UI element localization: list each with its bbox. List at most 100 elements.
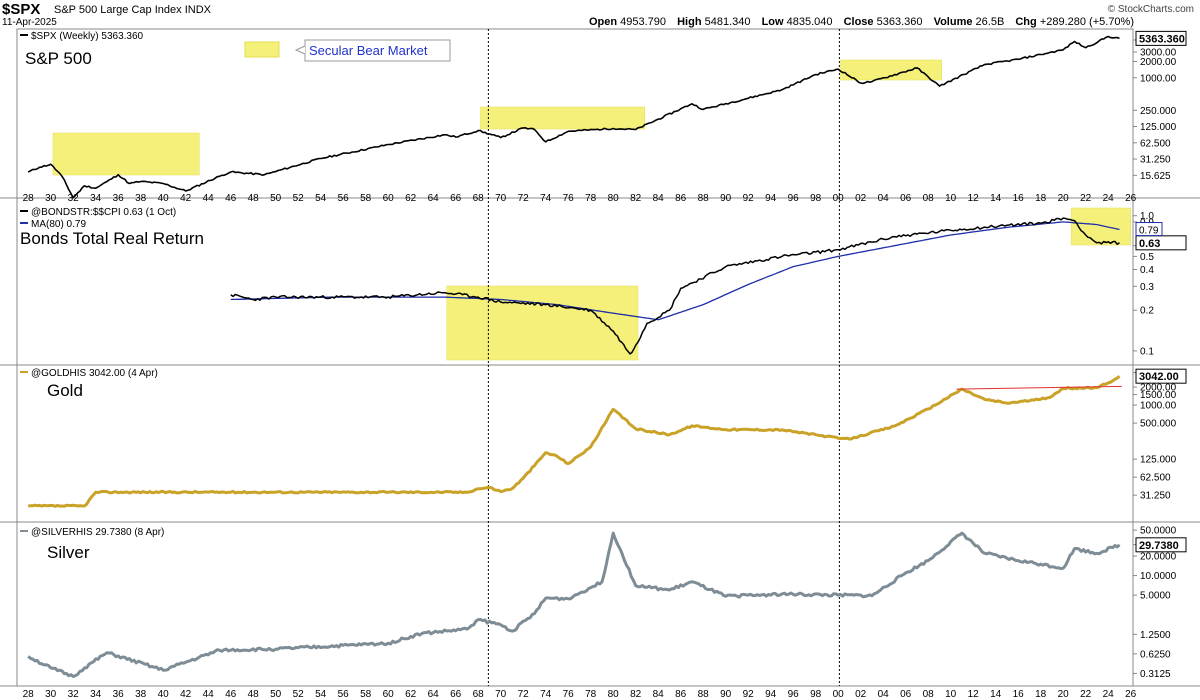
x-tick-label-top: 42 (180, 193, 192, 204)
annotation-swatch (244, 41, 280, 58)
y-tick-label: 125.000 (1140, 122, 1177, 133)
spx-bear-box-1968 (480, 106, 645, 130)
x-tick-label-top: 24 (1103, 193, 1115, 204)
x-tick-label-top: 74 (540, 193, 552, 204)
x-tick-label-top: 86 (675, 193, 687, 204)
x-tick-label-bottom: 44 (203, 689, 215, 700)
bonds-ma-line (230, 221, 1120, 321)
x-tick-label-top: 58 (360, 193, 372, 204)
close-value: 5363.360 (876, 16, 923, 28)
y-tick-label: 62.500 (1140, 138, 1171, 149)
high-label: High (677, 16, 702, 28)
y-tick-label: 1000.00 (1140, 73, 1177, 84)
y-tick-label: 2000.00 (1140, 383, 1177, 394)
x-tick-label-top: 26 (1125, 193, 1137, 204)
x-tick-label-bottom: 42 (180, 689, 192, 700)
legend-text: @BONDSTR:$$CPI 0.63 (1 Oct) (31, 207, 176, 218)
x-tick-label-bottom: 98 (810, 689, 822, 700)
x-tick-label-bottom: 00 (833, 689, 845, 700)
x-tick-label-top: 02 (855, 193, 867, 204)
x-tick-label-top: 34 (90, 193, 102, 204)
x-tick-label-top: 60 (383, 193, 395, 204)
x-tick-label-bottom: 62 (405, 689, 417, 700)
volume-label: Volume (933, 16, 973, 28)
x-tick-label-bottom: 52 (293, 689, 305, 700)
x-tick-label-top: 10 (945, 193, 957, 204)
x-tick-label-bottom: 08 (923, 689, 935, 700)
x-tick-label-bottom: 34 (90, 689, 102, 700)
last-value-badge (1135, 30, 1187, 46)
y-tick-label: 31.250 (1140, 155, 1171, 166)
y-tick-label: 1500.00 (1140, 390, 1177, 401)
x-tick-label-bottom: 18 (1035, 689, 1047, 700)
y-tick-label: 31.250 (1140, 491, 1171, 502)
x-tick-label-top: 14 (990, 193, 1002, 204)
symbol-title: $SPX (2, 1, 41, 18)
legend-text: @GOLDHIS 3042.00 (4 Apr) (31, 368, 158, 379)
y-tick-label: 0.6250 (1140, 649, 1171, 660)
last-value-text: 5363.360 (1139, 33, 1185, 45)
panel-label: Gold (47, 381, 83, 400)
x-tick-label-top: 16 (1013, 193, 1025, 204)
x-tick-label-bottom: 14 (990, 689, 1002, 700)
x-tick-label-bottom: 50 (270, 689, 282, 700)
x-tick-label-top: 70 (495, 193, 507, 204)
x-tick-label-top: 76 (563, 193, 575, 204)
open-value: 4953.790 (620, 16, 667, 28)
ohlc-readout: Open 4953.790 High 5481.340 Low 4835.040… (589, 16, 1134, 28)
close-label: Close (843, 16, 874, 28)
x-tick-label-bottom: 36 (113, 689, 125, 700)
y-tick-label: 15.625 (1140, 171, 1171, 182)
x-tick-label-bottom: 54 (315, 689, 327, 700)
last-value-badge (1135, 537, 1187, 553)
series-line-1 (230, 217, 1120, 355)
open-label: Open (588, 16, 618, 28)
legend-text: $SPX (Weekly) 5363.360 (31, 31, 144, 42)
x-tick-label-top: 52 (293, 193, 305, 204)
x-tick-label-bottom: 64 (428, 689, 440, 700)
panel-label: S&P 500 (25, 49, 92, 68)
spx-bear-box-1929 (52, 132, 200, 176)
x-tick-label-top: 82 (630, 193, 642, 204)
x-tick-label-bottom: 90 (720, 689, 732, 700)
x-tick-label-bottom: 80 (608, 689, 620, 700)
x-tick-label-top: 46 (225, 193, 237, 204)
x-tick-label-top: 12 (968, 193, 980, 204)
x-tick-label-bottom: 16 (1013, 689, 1025, 700)
panel-0: 5000.003000.002000.001000.00250.000125.0… (20, 30, 1187, 199)
x-tick-label-bottom: 74 (540, 689, 552, 700)
x-tick-label-top: 64 (428, 193, 440, 204)
x-tick-label-top: 06 (900, 193, 912, 204)
x-tick-label-top: 88 (698, 193, 710, 204)
x-tick-label-bottom: 76 (563, 689, 575, 700)
y-tick-label: 250.000 (1140, 106, 1177, 117)
x-tick-label-top: 40 (158, 193, 170, 204)
x-tick-label-bottom: 20 (1058, 689, 1070, 700)
x-tick-label-bottom: 58 (360, 689, 372, 700)
x-tick-label-top: 32 (68, 193, 80, 204)
x-tick-label-bottom: 10 (945, 689, 957, 700)
spx-bear-box-2000 (840, 59, 942, 81)
volume-value: 26.5B (975, 16, 1005, 28)
x-tick-label-bottom: 96 (788, 689, 800, 700)
x-tick-label-top: 20 (1058, 193, 1070, 204)
y-tick-label: 62.500 (1140, 473, 1171, 484)
x-tick-label-bottom: 88 (698, 689, 710, 700)
x-tick-label-bottom: 24 (1103, 689, 1115, 700)
x-tick-label-bottom: 12 (968, 689, 980, 700)
x-tick-label-bottom: 86 (675, 689, 687, 700)
x-tick-label-top: 38 (135, 193, 147, 204)
y-tick-label: 0.4 (1140, 265, 1154, 276)
last-value-text: 29.7380 (1139, 540, 1179, 552)
x-tick-label-top: 54 (315, 193, 327, 204)
annotation-pointer (294, 45, 306, 55)
panel-2: 3500.002000.001500.001000.00500.000125.0… (20, 368, 1187, 508)
panel-label: Bonds Total Real Return (20, 229, 204, 248)
x-tick-label-top: 68 (473, 193, 485, 204)
x-tick-label-bottom: 60 (383, 689, 395, 700)
x-tick-label-top: 94 (765, 193, 777, 204)
series-line-0 (27, 35, 1120, 199)
x-tick-label-top: 30 (45, 193, 57, 204)
